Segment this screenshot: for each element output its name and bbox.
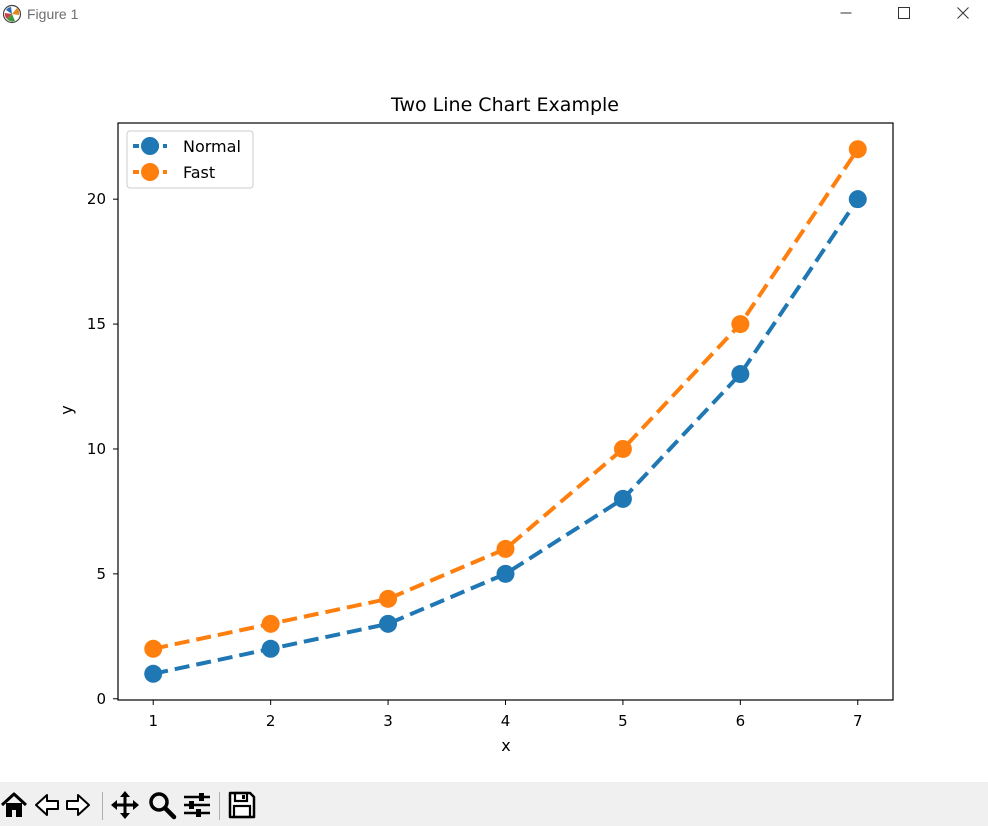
legend-label-normal: Normal — [183, 137, 241, 156]
minimize-icon — [840, 12, 852, 14]
close-button[interactable] — [940, 0, 986, 28]
data-point-normal — [144, 664, 163, 683]
data-point-fast — [613, 439, 632, 458]
y-axis-label: y — [57, 405, 76, 414]
toolbar-separator — [102, 792, 103, 820]
maximize-icon — [898, 7, 910, 19]
x-tick-label: 3 — [383, 712, 393, 730]
navigation-toolbar — [0, 782, 988, 826]
x-tick-label: 7 — [853, 712, 863, 730]
x-tick-label: 5 — [618, 712, 628, 730]
axes-frame — [117, 122, 894, 701]
y-tick-label: 15 — [87, 315, 106, 333]
x-tick-label: 1 — [148, 712, 158, 730]
legend-marker-normal — [141, 137, 159, 155]
data-point-normal — [731, 365, 750, 384]
configure-subplots-button[interactable] — [182, 790, 212, 820]
minimize-button[interactable] — [823, 0, 869, 28]
y-tick-label: 20 — [87, 190, 106, 208]
y-tick-label: 0 — [96, 690, 106, 708]
forward-button[interactable] — [64, 790, 94, 820]
data-point-fast — [496, 539, 515, 558]
save-icon — [228, 791, 256, 819]
app-icon — [2, 4, 22, 24]
forward-arrow-icon — [66, 794, 90, 816]
data-point-normal — [261, 639, 280, 658]
x-tick-label: 6 — [736, 712, 746, 730]
x-tick-label: 4 — [501, 712, 511, 730]
zoom-icon — [149, 792, 177, 820]
data-point-normal — [379, 614, 398, 633]
y-tick-label: 5 — [96, 565, 106, 583]
data-point-fast — [731, 315, 750, 334]
maximize-button[interactable] — [881, 0, 927, 28]
window-titlebar: Figure 1 — [0, 0, 988, 32]
data-point-fast — [379, 589, 398, 608]
data-point-normal — [496, 564, 515, 583]
plot-area: 1 2 3 4 5 6 7 0 5 10 15 20 Normal Fast — [87, 122, 894, 730]
back-arrow-icon — [35, 794, 59, 816]
data-point-fast — [261, 614, 280, 633]
pan-icon — [111, 791, 139, 819]
pan-button[interactable] — [110, 790, 140, 820]
x-axis-label: x — [501, 736, 510, 755]
home-button[interactable] — [0, 790, 30, 820]
x-tick-label: 2 — [266, 712, 276, 730]
legend-label-fast: Fast — [183, 163, 215, 182]
legend-marker-fast — [141, 163, 159, 181]
data-point-normal — [613, 489, 632, 508]
data-point-fast — [848, 140, 867, 159]
close-icon — [957, 7, 969, 19]
data-point-normal — [848, 190, 867, 209]
save-button[interactable] — [227, 790, 257, 820]
back-button[interactable] — [33, 790, 63, 820]
y-tick-label: 10 — [87, 440, 106, 458]
data-point-fast — [144, 639, 163, 658]
home-icon — [0, 792, 28, 817]
window-title: Figure 1 — [27, 6, 79, 22]
configure-subplots-icon — [184, 793, 210, 817]
zoom-button[interactable] — [147, 790, 177, 820]
figure-canvas[interactable]: 1 2 3 4 5 6 7 0 5 10 15 20 Normal Fast Two Line Chart… — [0, 32, 988, 782]
toolbar-separator — [219, 792, 220, 820]
chart-title: Two Line Chart Example — [390, 94, 619, 116]
